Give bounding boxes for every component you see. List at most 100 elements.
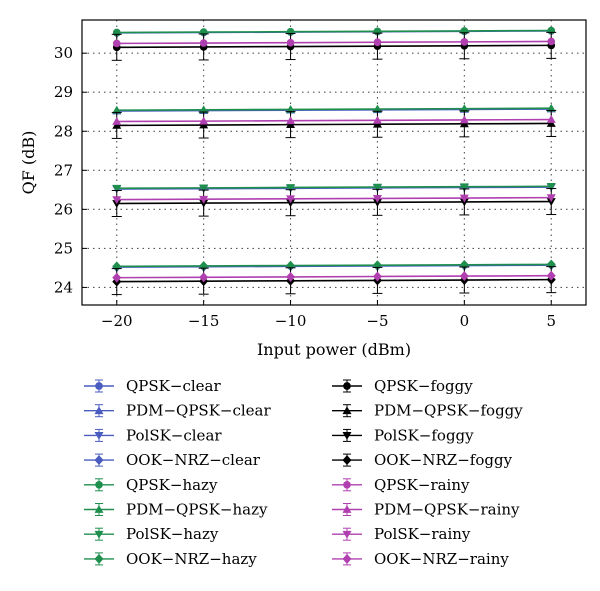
legend-marker	[342, 505, 352, 513]
legend-label: QPSK−rainy	[374, 476, 470, 494]
legend-item-pdm-qpsk-hazy: PDM−QPSK−hazy	[84, 501, 268, 519]
legend-label: PolSK−clear	[126, 426, 222, 444]
legend-marker	[342, 432, 352, 440]
data-point	[286, 195, 296, 204]
series-line	[116, 278, 552, 283]
y-tick-label: 30	[54, 44, 73, 62]
legend-item-polsk-rainy: PolSK−rainy	[332, 525, 471, 543]
legend-item-qpsk-clear: QPSK−clear	[84, 377, 221, 395]
legend-marker	[342, 406, 352, 415]
x-tick-label: 5	[546, 312, 556, 330]
legend-label: PDM−QPSK−clear	[126, 402, 272, 420]
data-point	[373, 38, 382, 47]
series-line	[116, 44, 552, 49]
legend-label: PDM−QPSK−foggy	[374, 402, 523, 420]
legend-marker	[95, 480, 103, 489]
y-tick-label: 26	[54, 200, 73, 218]
series-line	[116, 40, 552, 45]
legend-label: OOK−NRZ−hazy	[126, 550, 257, 568]
data-point	[199, 39, 208, 47]
legend-item-qpsk-rainy: QPSK−rainy	[332, 476, 470, 494]
data-point	[112, 184, 122, 193]
legend-label: PDM−QPSK−hazy	[126, 501, 268, 519]
data-point	[286, 184, 296, 192]
y-axis-label: QF (dB)	[19, 131, 38, 195]
legend-item-ook-nrz-hazy: OOK−NRZ−hazy	[84, 550, 257, 568]
series-line	[116, 107, 552, 111]
legend-item-pdm-qpsk-rainy: PDM−QPSK−rainy	[332, 501, 520, 519]
plot-series	[111, 26, 557, 296]
data-point	[286, 271, 296, 282]
data-point	[199, 105, 209, 114]
x-tick-label: 0	[460, 312, 470, 330]
legend-item-pdm-qpsk-foggy: PDM−QPSK−foggy	[332, 402, 523, 420]
x-axis-label: Input power (dBm)	[257, 340, 411, 359]
data-point	[459, 183, 469, 192]
legend-label: PolSK−foggy	[374, 426, 474, 444]
legend-item-qpsk-foggy: QPSK−foggy	[332, 377, 473, 395]
legend-label: PDM−QPSK−rainy	[374, 501, 520, 519]
series-polsk-rainy	[112, 194, 556, 205]
legend-label: OOK−NRZ−rainy	[374, 550, 509, 568]
data-point	[372, 183, 382, 192]
legend-label: QPSK−clear	[126, 377, 221, 395]
data-point	[199, 195, 209, 204]
data-point	[546, 194, 556, 203]
y-tick-label: 29	[54, 83, 73, 101]
x-tick-label: −5	[366, 312, 388, 330]
plot-area-frame	[81, 19, 587, 306]
data-point	[459, 115, 469, 124]
series-line	[116, 185, 552, 190]
data-point	[459, 194, 469, 203]
data-point	[459, 271, 469, 282]
grid-lines	[82, 20, 586, 305]
data-point	[460, 38, 469, 46]
series-line	[116, 200, 552, 205]
data-point	[546, 182, 556, 191]
legend-label: OOK−NRZ−clear	[126, 451, 261, 469]
legend-item-polsk-clear: PolSK−clear	[84, 426, 222, 444]
axis-ticks: −20 −15 −10 −5 0 5 24 25 26 27 28 29 30	[54, 44, 556, 330]
legend-marker	[343, 480, 351, 489]
legend-label: PolSK−hazy	[126, 525, 219, 543]
x-tick-label: −20	[101, 312, 133, 330]
x-tick-label: −10	[275, 312, 307, 330]
data-point	[286, 38, 295, 47]
data-point	[286, 116, 296, 125]
data-point	[286, 104, 296, 113]
data-point	[199, 184, 209, 193]
legend-marker	[94, 530, 104, 539]
data-point	[546, 270, 556, 281]
data-point	[199, 272, 209, 283]
legend-marker	[94, 406, 104, 415]
series-qpsk-rainy	[112, 37, 556, 48]
series-line	[116, 122, 552, 127]
legend-marker	[343, 382, 351, 390]
data-point	[547, 37, 556, 46]
data-point	[546, 115, 556, 123]
data-point	[199, 116, 209, 125]
legend-label: QPSK−hazy	[126, 476, 218, 494]
legend-label: QPSK−foggy	[374, 377, 473, 395]
data-point	[372, 195, 382, 203]
series-line	[116, 263, 552, 268]
legend-item-ook-nrz-foggy: OOK−NRZ−foggy	[332, 451, 513, 469]
data-point	[372, 271, 382, 282]
data-point	[546, 103, 556, 112]
series-line	[116, 118, 552, 123]
series-ook-nrz-rainy	[112, 270, 556, 283]
legend-item-ook-nrz-clear: OOK−NRZ−clear	[84, 451, 261, 469]
y-tick-label: 27	[54, 161, 73, 179]
legend-item-pdm-qpsk-clear: PDM−QPSK−clear	[84, 402, 272, 420]
legend-label: OOK−NRZ−foggy	[374, 451, 513, 469]
data-point	[112, 39, 121, 48]
legend-item-polsk-hazy: PolSK−hazy	[84, 525, 219, 543]
data-point	[112, 117, 122, 125]
legend-marker	[94, 553, 104, 564]
legend: QPSK−clear PDM−QPSK−clear PolSK−clear OOK−N…	[84, 377, 523, 568]
series-line	[116, 196, 552, 201]
legend-marker	[342, 530, 352, 539]
legend-marker	[342, 455, 352, 466]
